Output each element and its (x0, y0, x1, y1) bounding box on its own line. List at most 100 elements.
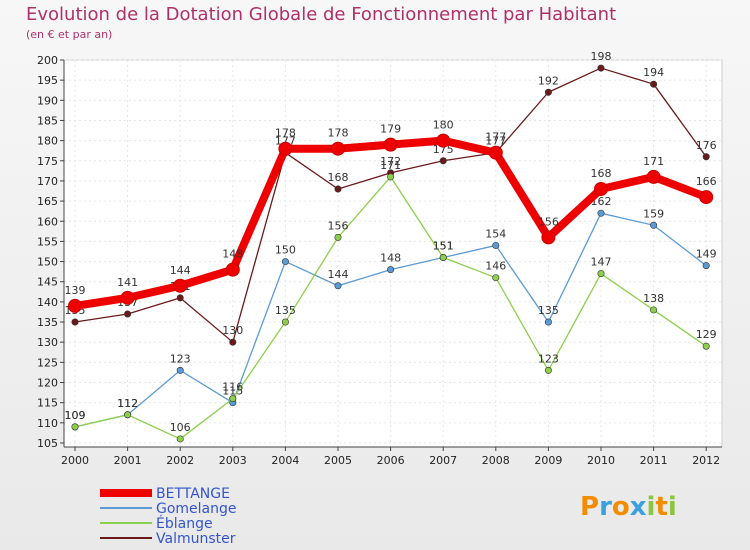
data-label-bettange: 178 (328, 127, 349, 140)
data-point-bettange (699, 190, 714, 205)
data-label-valmunster: 172 (380, 155, 401, 168)
data-point-bettange (331, 141, 345, 156)
data-point--blange (650, 306, 658, 314)
data-label--blange: 151 (433, 240, 454, 253)
x-tick-label: 2006 (377, 454, 405, 467)
data-point-bettange (646, 169, 661, 184)
y-tick-label: 105 (37, 437, 58, 450)
data-point--blange (702, 342, 710, 350)
x-tick-label: 2012 (692, 454, 720, 467)
data-label-gomelange: 148 (380, 252, 401, 265)
legend-label-bettange: BETTANGE (156, 486, 230, 502)
data-label-gomelange: 135 (538, 304, 559, 317)
y-tick-label: 200 (37, 54, 58, 67)
y-tick-label: 195 (37, 74, 58, 87)
data-label-bettange: 148 (222, 248, 243, 261)
data-point--blange (544, 366, 552, 374)
data-label-gomelange: 144 (328, 268, 349, 281)
y-tick-label: 130 (37, 336, 58, 349)
data-label--blange: 171 (380, 159, 401, 172)
data-point-valmunster (544, 88, 552, 96)
data-point-valmunster (229, 338, 237, 346)
y-tick-label: 125 (37, 356, 58, 369)
data-label-valmunster: 198 (591, 50, 612, 63)
data-point-valmunster (334, 185, 342, 193)
data-label-valmunster: 168 (328, 171, 349, 184)
data-label-bettange: 168 (591, 167, 612, 180)
data-point-gomelange (176, 366, 184, 374)
data-point-valmunster (702, 153, 710, 161)
data-label-bettange: 139 (65, 284, 86, 297)
data-point-gomelange (492, 241, 500, 249)
data-point-bettange (541, 230, 556, 245)
data-label-valmunster: 192 (538, 74, 559, 87)
data-point-gomelange (597, 209, 605, 217)
data-label--blange: 146 (485, 260, 506, 273)
plot-area (63, 59, 723, 448)
x-tick-label: 2007 (429, 454, 457, 467)
data-label-bettange: 178 (275, 127, 296, 140)
x-tick-label: 2009 (534, 454, 562, 467)
data-label--blange: 129 (696, 328, 717, 341)
x-tick-label: 2008 (482, 454, 510, 467)
proxiti-logo: Proxiti (580, 492, 677, 522)
x-tick-label: 2010 (587, 454, 615, 467)
data-label-gomelange: 149 (696, 248, 717, 261)
data-label--blange: 138 (643, 292, 664, 305)
data-point-bettange (225, 262, 240, 277)
chart-title: Evolution de la Dotation Globale de Fonc… (26, 4, 617, 25)
data-label-gomelange: 109 (65, 409, 86, 422)
data-label-bettange: 179 (380, 123, 401, 136)
data-label--blange: 109 (65, 409, 86, 422)
data-point-bettange (120, 290, 135, 305)
data-point--blange (334, 233, 342, 241)
data-label-gomelange: 150 (275, 244, 296, 257)
data-point-bettange (68, 298, 82, 313)
data-label-bettange: 156 (538, 215, 559, 228)
x-tick-label: 2005 (324, 454, 352, 467)
data-label--blange: 135 (275, 304, 296, 317)
y-tick-label: 150 (37, 256, 58, 269)
data-label-valmunster: 194 (643, 66, 664, 79)
data-point-bettange (488, 145, 503, 160)
data-label-bettange: 177 (485, 131, 506, 144)
y-tick-label: 175 (37, 155, 58, 168)
data-label-bettange: 166 (696, 175, 717, 188)
data-point-bettange (594, 182, 608, 196)
data-label-valmunster: 130 (222, 324, 243, 337)
y-tick-label: 145 (37, 276, 58, 289)
x-tick-label: 2002 (166, 454, 194, 467)
data-label-bettange: 180 (433, 119, 454, 132)
data-point-valmunster (597, 64, 605, 72)
y-tick-label: 115 (37, 397, 58, 410)
data-point-gomelange (281, 258, 289, 266)
data-point-bettange (383, 137, 398, 152)
data-label-bettange: 141 (117, 276, 138, 289)
data-label--blange: 112 (117, 397, 138, 410)
x-tick-label: 2003 (219, 454, 247, 467)
data-label--blange: 147 (591, 256, 612, 269)
y-tick-label: 180 (37, 135, 58, 148)
x-tick-label: 2000 (61, 454, 89, 467)
y-tick-label: 170 (37, 175, 58, 188)
data-label--blange: 123 (538, 352, 559, 365)
y-tick-label: 165 (37, 195, 58, 208)
data-point-gomelange (334, 282, 342, 290)
data-point-gomelange (544, 318, 552, 326)
data-label-gomelange: 159 (643, 207, 664, 220)
data-label--blange: 156 (328, 219, 349, 232)
data-point--blange (71, 423, 79, 431)
data-point-bettange (173, 278, 188, 293)
data-label-gomelange: 123 (170, 352, 191, 365)
data-point--blange (439, 254, 447, 262)
data-point-bettange (436, 133, 451, 148)
data-point--blange (387, 173, 395, 181)
legend-label-gomelange: Gomelange (156, 501, 237, 517)
data-label-gomelange: 112 (117, 397, 138, 410)
y-tick-label: 140 (37, 296, 58, 309)
x-tick-label: 2001 (114, 454, 142, 467)
y-tick-label: 160 (37, 215, 58, 228)
data-point--blange (281, 318, 289, 326)
x-tick-label: 2011 (640, 454, 668, 467)
